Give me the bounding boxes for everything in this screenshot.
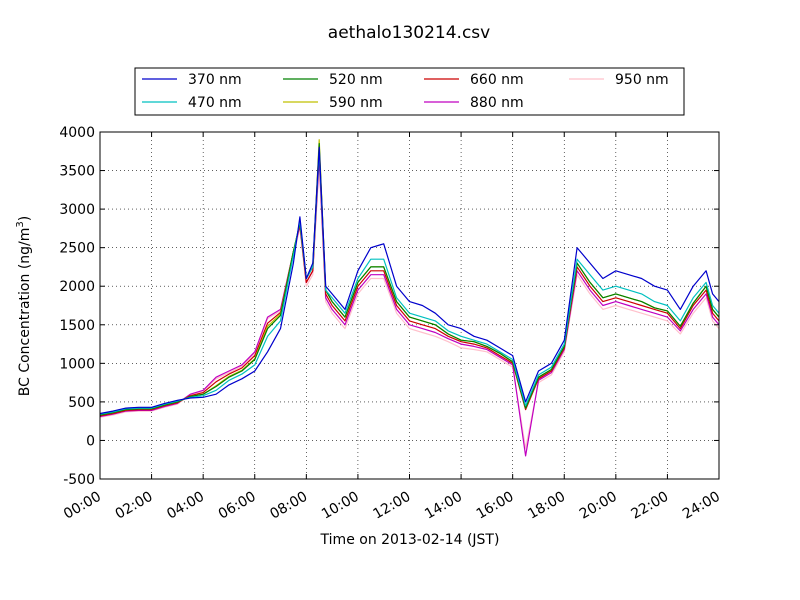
y-tick-label: 1500	[59, 318, 95, 334]
x-tick-label: 06:00	[216, 489, 259, 523]
series-line-660-nm	[99, 150, 720, 417]
x-tick-label: 16:00	[474, 489, 517, 523]
x-axis-label: Time on 2013-02-14 (JST)	[320, 532, 500, 548]
legend-label: 370 nm	[188, 72, 242, 88]
legend: 370 nm 470 nm 520 nm 590 nm 660 nm 880 nm 950 …	[134, 67, 685, 116]
x-tick-label: 12:00	[371, 489, 414, 523]
y-axis-label-sup: 3	[15, 221, 26, 227]
axis-ticks	[99, 131, 720, 480]
x-tick-label: 00:00	[61, 489, 104, 523]
y-axis-label-end: )	[17, 216, 33, 221]
x-tick-label: 20:00	[577, 489, 620, 523]
legend-label: 470 nm	[188, 95, 242, 111]
series-lines	[99, 139, 720, 457]
y-axis-label-main: BC Concentration (ng/m	[17, 228, 33, 397]
y-tick-label: 3500	[59, 164, 95, 180]
legend-label: 950 nm	[615, 72, 669, 88]
series-line-470-nm	[99, 150, 720, 415]
legend-box	[134, 67, 685, 116]
x-tick-label: 08:00	[267, 489, 310, 523]
x-tick-label: 22:00	[628, 489, 671, 523]
legend-entries: 370 nm 470 nm 520 nm 590 nm 660 nm 880 nm 950 …	[142, 72, 669, 111]
x-tick-labels: 00:00 02:00 04:00 06:00 08:00 10:00 12:00 14:00…	[61, 489, 723, 523]
y-tick-label: 4000	[59, 125, 95, 141]
x-tick-label: 04:00	[164, 489, 207, 523]
y-tick-labels: -500 0 500 1000 1500 2000 2500 3000 3500 4000	[59, 125, 95, 488]
x-tick-label: 02:00	[113, 489, 156, 523]
y-tick-label: 2000	[59, 279, 95, 295]
x-tick-label: 10:00	[319, 489, 362, 523]
y-tick-label: -500	[63, 472, 95, 488]
y-tick-label: 1000	[59, 356, 95, 372]
grid	[100, 132, 719, 479]
legend-label: 590 nm	[329, 95, 383, 111]
x-tick-label: 14:00	[422, 489, 465, 523]
legend-label: 520 nm	[329, 72, 383, 88]
y-axis-label: BC Concentration (ng/m3)	[15, 216, 33, 397]
series-line-950-nm	[99, 162, 720, 449]
legend-label: 880 nm	[470, 95, 524, 111]
y-tick-label: 2500	[59, 241, 95, 257]
y-tick-label: 500	[68, 395, 95, 411]
series-line-520-nm	[99, 143, 720, 416]
chart-title: aethalo130214.csv	[328, 23, 490, 43]
x-tick-label: 24:00	[680, 489, 723, 523]
y-tick-label: 3000	[59, 202, 95, 218]
series-line-880-nm	[99, 158, 720, 457]
y-tick-label: 0	[86, 433, 95, 449]
legend-label: 660 nm	[470, 72, 524, 88]
series-line-370-nm	[99, 146, 720, 415]
x-tick-label: 18:00	[525, 489, 568, 523]
